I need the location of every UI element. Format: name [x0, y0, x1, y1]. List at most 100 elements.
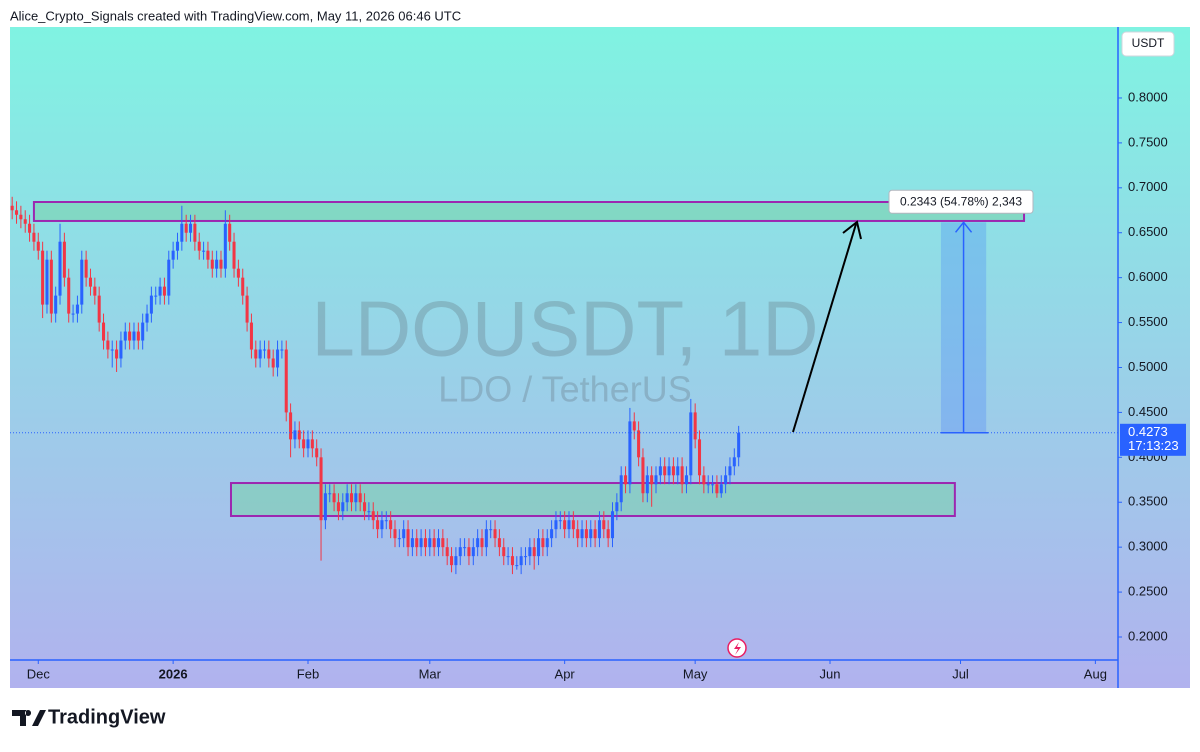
candle-body	[310, 439, 314, 449]
candle-body	[558, 520, 562, 522]
candle-body	[371, 511, 375, 521]
candle-body	[106, 340, 110, 350]
candle-body	[271, 358, 275, 368]
candle-body	[332, 493, 336, 503]
candle-body	[637, 430, 641, 458]
projection-arrowhead	[842, 220, 862, 240]
candle-body	[80, 259, 84, 305]
last-price-label: 0.4273	[1128, 424, 1168, 439]
watermark-description: LDO / TetherUS	[438, 369, 691, 410]
candle-body	[719, 484, 723, 494]
candle-body	[697, 439, 702, 476]
projection-arrow	[792, 223, 857, 433]
y-tick-label: 0.6500	[1128, 224, 1168, 239]
candle-body	[393, 529, 397, 539]
candle-body	[610, 511, 615, 539]
x-tick-label: Jul	[952, 666, 969, 681]
candle-body	[345, 493, 349, 503]
candle-body	[328, 493, 332, 495]
candle-body	[441, 538, 445, 548]
y-tick-label: 0.2500	[1128, 584, 1168, 599]
countdown-label: 17:13:23	[1128, 438, 1179, 453]
candle-body	[515, 565, 519, 567]
candle-body	[54, 295, 58, 314]
candle-body	[149, 295, 153, 314]
candle-body	[715, 484, 719, 494]
candle-body	[363, 502, 367, 512]
candle-body	[62, 241, 66, 278]
candle-body	[145, 313, 149, 323]
candle-body	[193, 223, 197, 242]
candle-body	[445, 547, 449, 557]
candle-body	[71, 313, 75, 315]
lightning	[734, 642, 741, 655]
candle-body	[258, 349, 262, 359]
candle-body	[384, 520, 388, 522]
candle-body	[658, 466, 662, 476]
candle-body	[450, 556, 454, 566]
y-tick-label: 0.8000	[1128, 89, 1168, 104]
candle-body	[702, 475, 706, 485]
candle-body	[123, 331, 127, 341]
candle-body	[23, 219, 27, 224]
candle-body	[671, 466, 675, 476]
candle-body	[632, 421, 636, 431]
candle-body	[563, 520, 567, 530]
candle-body	[10, 205, 14, 211]
candle-body	[380, 520, 384, 530]
logo-text: TradingView	[48, 706, 166, 728]
candle-body	[606, 529, 610, 539]
candle-body	[67, 277, 71, 314]
measure-label-box	[888, 189, 1034, 214]
candle-body	[180, 223, 184, 242]
candle-body	[650, 475, 654, 485]
candle-body	[436, 538, 441, 548]
candle-body	[402, 529, 406, 539]
candle-body	[306, 439, 310, 449]
candle-body	[358, 493, 362, 503]
watermark-symbol: LDOUSDT, 1D	[311, 285, 818, 373]
candle-body	[711, 484, 715, 486]
measure-arrowhead	[954, 221, 973, 233]
candle-body	[728, 466, 732, 476]
candle-body	[458, 547, 462, 557]
candle-body	[571, 520, 575, 530]
candle-body	[428, 538, 432, 548]
candle-body	[36, 241, 40, 251]
x-tick-label: May	[683, 666, 708, 681]
candle-body	[41, 250, 45, 305]
candle-body	[641, 457, 645, 494]
y-tick-label: 0.2000	[1128, 628, 1168, 643]
candle-body	[323, 493, 327, 521]
candle-body	[262, 349, 267, 351]
candle-body	[206, 250, 210, 260]
candle-body	[737, 432, 741, 458]
candle-body	[584, 529, 588, 539]
candle-body	[654, 475, 658, 485]
candle-body	[119, 340, 123, 359]
candle-body	[423, 538, 427, 548]
candle-body	[245, 295, 249, 323]
candle-body	[136, 331, 140, 341]
candle-body	[580, 529, 584, 539]
candle-body	[93, 286, 97, 296]
candle-body	[254, 349, 258, 359]
candle-body	[628, 421, 632, 485]
currency-box[interactable]	[1121, 31, 1175, 57]
candle-body	[684, 475, 688, 485]
candle-body	[297, 430, 301, 440]
candle-body	[189, 223, 193, 233]
candle-body	[541, 538, 545, 548]
candle-body	[276, 349, 280, 368]
x-tick-label: Apr	[555, 666, 576, 681]
candle-body	[706, 484, 710, 486]
candle-body	[236, 268, 240, 278]
x-tick-label: Feb	[297, 666, 319, 681]
candle-body	[49, 259, 53, 314]
candle-body	[162, 286, 166, 296]
candle-body	[602, 520, 606, 530]
last-price-box	[1120, 423, 1186, 456]
candle-body	[289, 412, 293, 440]
y-tick-label: 0.4500	[1128, 404, 1168, 419]
